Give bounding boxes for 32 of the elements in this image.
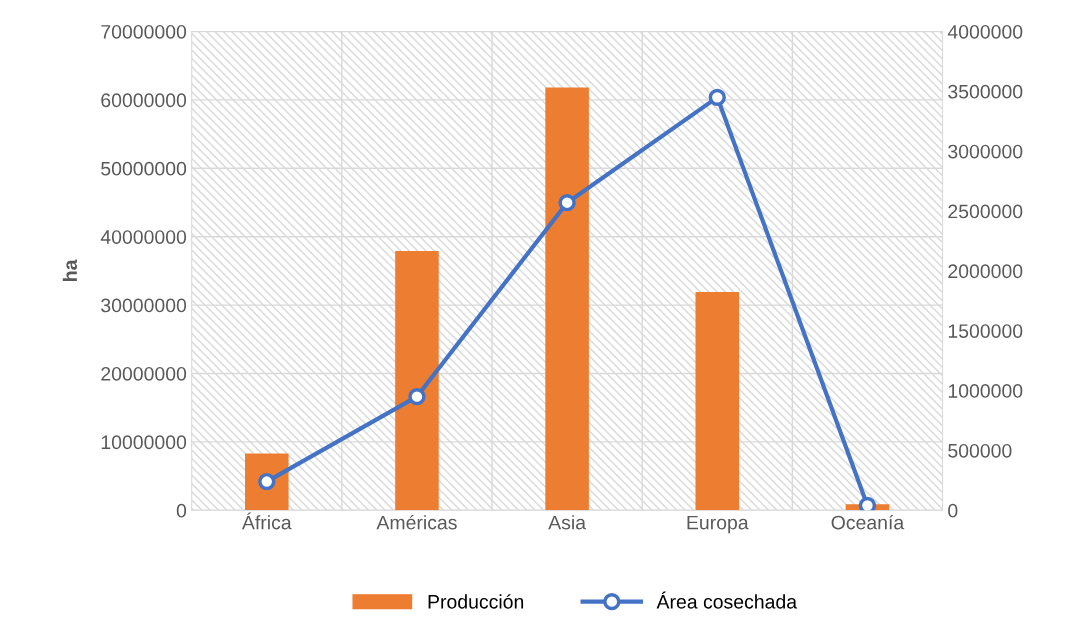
y-tick-label: 30000000: [101, 298, 187, 313]
y2-tick-label: 4000000: [947, 24, 1023, 39]
bar: [545, 87, 589, 511]
point: [558, 193, 576, 212]
y-tick-label: 10000000: [101, 435, 187, 450]
y2-tick-label: 3000000: [948, 144, 1023, 159]
x-tick-label: Asia: [548, 515, 587, 530]
bar: [395, 251, 439, 511]
y-tick-label: 0: [176, 503, 187, 518]
legend-label: Producción: [428, 594, 524, 609]
y-tick-label: 70000000: [101, 24, 187, 39]
legend-label: Área cosechada: [656, 591, 798, 609]
y-tick-label: 60000000: [101, 93, 187, 108]
y-axis-title: ha: [62, 259, 78, 281]
y2-tick-label: 1500000: [948, 324, 1023, 338]
x-tick-label: Europa: [687, 515, 749, 534]
y-tick-label: 20000000: [101, 366, 187, 381]
y-tick-label: 50000000: [101, 161, 187, 176]
point: [408, 387, 426, 406]
y2-tick-label: 2500000: [948, 204, 1023, 219]
y-tick-label: 40000000: [100, 230, 187, 244]
y2-tick-label: 500000: [948, 443, 1012, 458]
x-tick-label: Américas: [376, 514, 457, 530]
point: [708, 88, 726, 107]
point: [858, 496, 877, 511]
y2-tick-label: 2000000: [948, 264, 1023, 279]
x-tick-label: Oceanía: [831, 514, 905, 530]
y2-tick-label: 0: [948, 503, 958, 518]
bar: [695, 292, 740, 511]
y2-tick-label: 1000000: [948, 384, 1023, 398]
y2-tick-label: 3500000: [948, 84, 1023, 99]
x-tick-label: África: [241, 512, 292, 530]
